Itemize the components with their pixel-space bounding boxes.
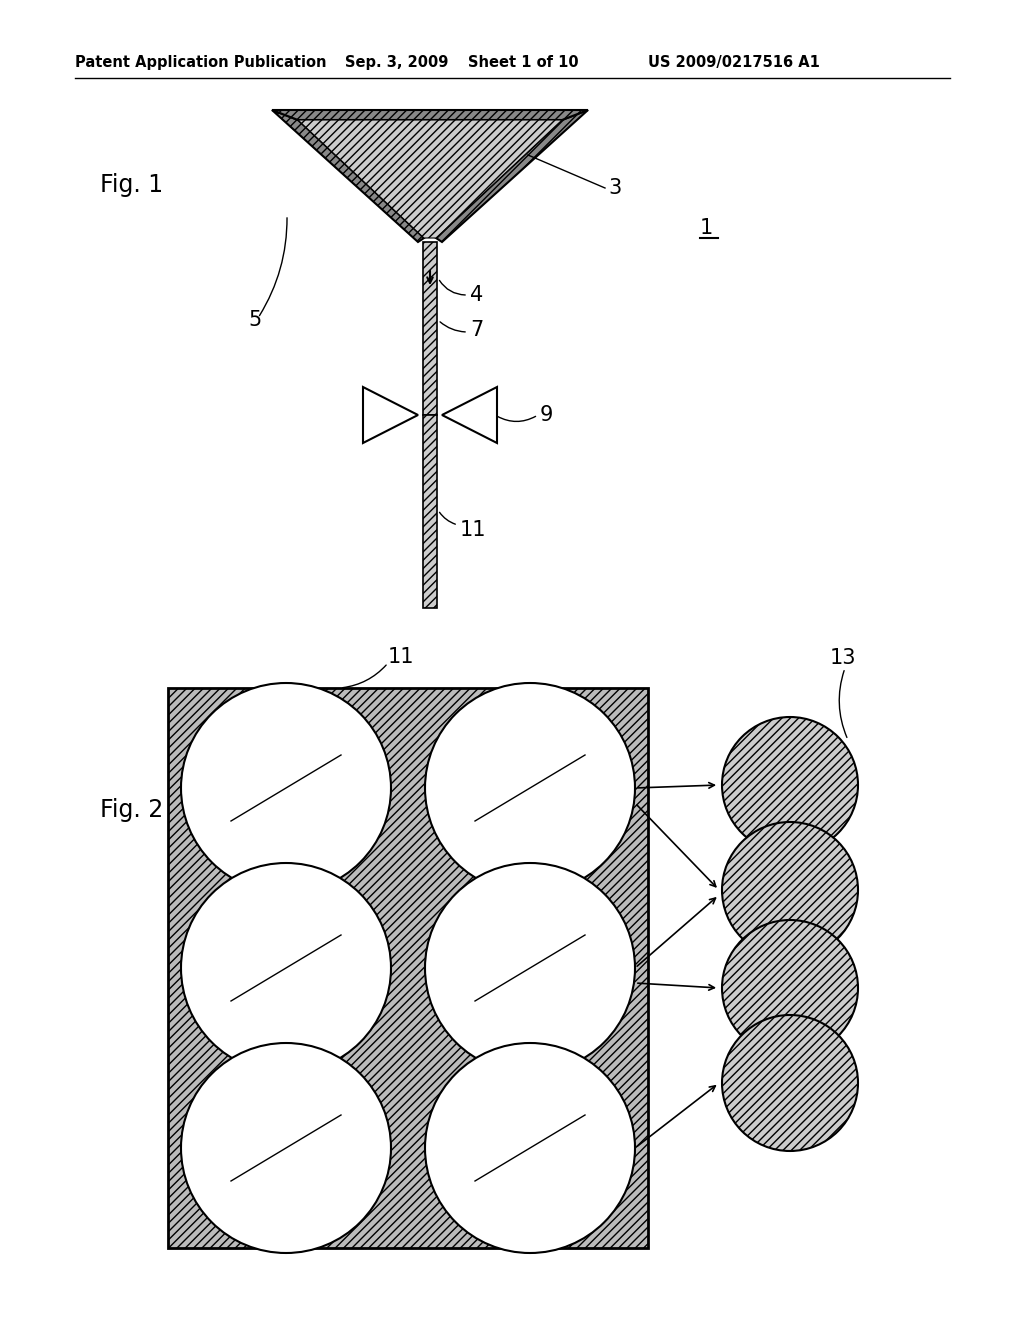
Text: Sheet 1 of 10: Sheet 1 of 10 bbox=[468, 55, 579, 70]
Polygon shape bbox=[272, 110, 588, 120]
Bar bbox=[423, 242, 437, 414]
Circle shape bbox=[425, 863, 635, 1073]
Polygon shape bbox=[272, 110, 424, 242]
Text: Patent Application Publication: Patent Application Publication bbox=[75, 55, 327, 70]
Text: Sep. 3, 2009: Sep. 3, 2009 bbox=[345, 55, 449, 70]
Text: Fig. 1: Fig. 1 bbox=[100, 173, 163, 197]
Text: 13: 13 bbox=[830, 648, 856, 668]
Text: Fig. 2: Fig. 2 bbox=[100, 799, 163, 822]
Polygon shape bbox=[362, 387, 418, 444]
Text: 11: 11 bbox=[388, 647, 415, 667]
Text: 9: 9 bbox=[540, 405, 553, 425]
Circle shape bbox=[722, 822, 858, 958]
Circle shape bbox=[181, 863, 391, 1073]
Circle shape bbox=[722, 1015, 858, 1151]
Circle shape bbox=[425, 1043, 635, 1253]
Text: 1: 1 bbox=[700, 218, 714, 238]
Text: 5: 5 bbox=[248, 310, 261, 330]
Circle shape bbox=[425, 682, 635, 894]
Circle shape bbox=[181, 1043, 391, 1253]
Polygon shape bbox=[442, 387, 497, 444]
Polygon shape bbox=[298, 120, 562, 238]
Text: US 2009/0217516 A1: US 2009/0217516 A1 bbox=[648, 55, 820, 70]
Text: 7: 7 bbox=[470, 319, 483, 341]
Bar bbox=[168, 688, 648, 1247]
Circle shape bbox=[722, 717, 858, 853]
Bar bbox=[423, 414, 437, 609]
Text: 4: 4 bbox=[470, 285, 483, 305]
Text: 11: 11 bbox=[460, 520, 486, 540]
Circle shape bbox=[722, 920, 858, 1056]
Circle shape bbox=[181, 682, 391, 894]
Polygon shape bbox=[436, 110, 588, 242]
Text: 3: 3 bbox=[608, 178, 622, 198]
